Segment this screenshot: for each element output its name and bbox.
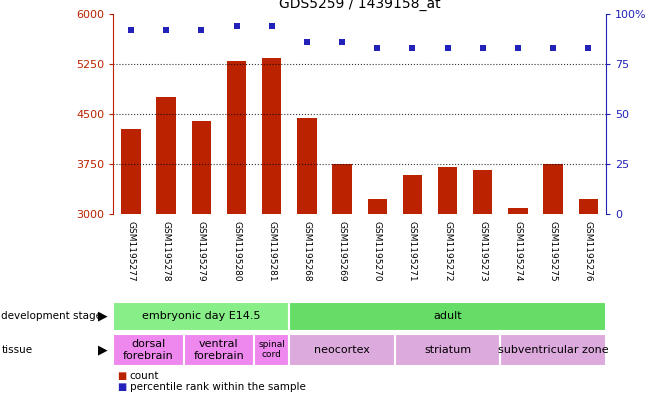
Text: GSM1195275: GSM1195275 bbox=[549, 221, 558, 282]
Bar bbox=[579, 199, 598, 214]
Point bbox=[266, 23, 277, 29]
Text: GSM1195272: GSM1195272 bbox=[443, 221, 452, 282]
Bar bbox=[438, 167, 457, 214]
Point bbox=[407, 45, 417, 51]
Bar bbox=[544, 164, 562, 214]
Point bbox=[583, 45, 594, 51]
Text: ▶: ▶ bbox=[98, 343, 107, 356]
Text: GSM1195278: GSM1195278 bbox=[161, 221, 170, 282]
Text: GSM1195273: GSM1195273 bbox=[478, 221, 487, 282]
Text: ventral
forebrain: ventral forebrain bbox=[194, 339, 244, 360]
Text: ■: ■ bbox=[117, 382, 126, 392]
Bar bbox=[156, 97, 176, 214]
Text: ▶: ▶ bbox=[98, 310, 107, 323]
Text: ■: ■ bbox=[117, 371, 126, 382]
Point bbox=[372, 45, 382, 51]
Point bbox=[161, 27, 171, 33]
Text: GSM1195281: GSM1195281 bbox=[267, 221, 276, 282]
Bar bbox=[395, 334, 500, 365]
Text: development stage: development stage bbox=[1, 311, 102, 321]
Point bbox=[513, 45, 523, 51]
Title: GDS5259 / 1439158_at: GDS5259 / 1439158_at bbox=[279, 0, 441, 11]
Point bbox=[478, 45, 488, 51]
Bar bbox=[473, 170, 492, 214]
Text: GSM1195280: GSM1195280 bbox=[232, 221, 241, 282]
Bar bbox=[113, 334, 184, 365]
Point bbox=[443, 45, 453, 51]
Text: striatum: striatum bbox=[424, 345, 471, 355]
Text: GSM1195271: GSM1195271 bbox=[408, 221, 417, 282]
Point bbox=[302, 39, 312, 45]
Point bbox=[231, 23, 242, 29]
Point bbox=[337, 39, 347, 45]
Bar bbox=[297, 118, 316, 214]
Bar bbox=[113, 302, 289, 331]
Bar bbox=[367, 199, 387, 214]
Point bbox=[126, 27, 136, 33]
Bar bbox=[289, 334, 395, 365]
Text: count: count bbox=[130, 371, 159, 382]
Bar bbox=[508, 208, 527, 214]
Bar bbox=[500, 334, 606, 365]
Point bbox=[548, 45, 559, 51]
Text: GSM1195277: GSM1195277 bbox=[126, 221, 135, 282]
Bar bbox=[121, 129, 141, 214]
Text: tissue: tissue bbox=[1, 345, 32, 355]
Text: GSM1195279: GSM1195279 bbox=[197, 221, 206, 282]
Bar bbox=[254, 334, 289, 365]
Text: dorsal
forebrain: dorsal forebrain bbox=[123, 339, 174, 360]
Bar bbox=[192, 121, 211, 214]
Text: neocortex: neocortex bbox=[314, 345, 370, 355]
Bar bbox=[262, 58, 281, 214]
Text: GSM1195268: GSM1195268 bbox=[303, 221, 312, 282]
Bar bbox=[289, 302, 606, 331]
Bar bbox=[184, 334, 254, 365]
Text: GSM1195270: GSM1195270 bbox=[373, 221, 382, 282]
Text: spinal
cord: spinal cord bbox=[259, 340, 285, 360]
Bar bbox=[227, 61, 246, 214]
Text: GSM1195276: GSM1195276 bbox=[584, 221, 593, 282]
Point bbox=[196, 27, 207, 33]
Bar bbox=[332, 164, 352, 214]
Text: GSM1195269: GSM1195269 bbox=[338, 221, 347, 282]
Text: subventricular zone: subventricular zone bbox=[498, 345, 608, 355]
Bar bbox=[402, 175, 422, 214]
Text: percentile rank within the sample: percentile rank within the sample bbox=[130, 382, 305, 392]
Text: GSM1195274: GSM1195274 bbox=[513, 221, 522, 282]
Text: embryonic day E14.5: embryonic day E14.5 bbox=[142, 311, 260, 321]
Text: adult: adult bbox=[434, 311, 462, 321]
